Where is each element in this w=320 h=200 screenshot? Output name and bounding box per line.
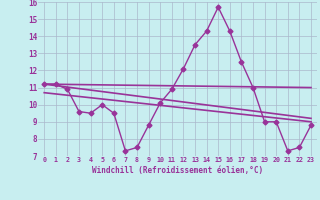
X-axis label: Windchill (Refroidissement éolien,°C): Windchill (Refroidissement éolien,°C) [92, 166, 263, 175]
